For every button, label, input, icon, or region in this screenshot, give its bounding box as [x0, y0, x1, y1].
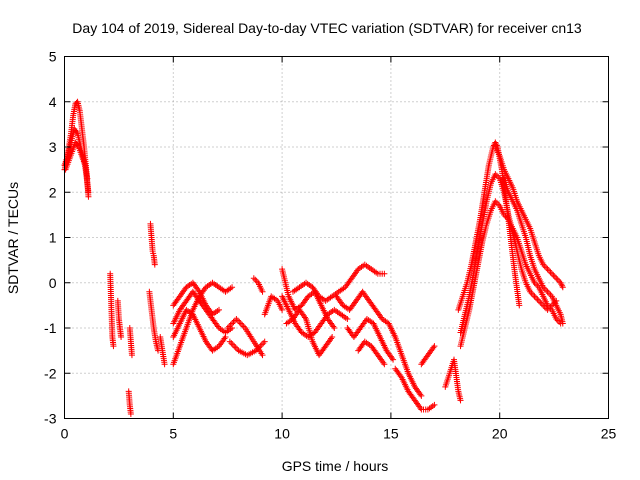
data-point [431, 343, 438, 350]
data-point [559, 284, 566, 291]
data-point [234, 317, 241, 324]
data-point [237, 320, 244, 327]
y-tick-label: -3 [44, 411, 57, 427]
data-point [390, 356, 397, 363]
x-tick-label: 0 [61, 426, 69, 442]
data-point [260, 340, 267, 347]
x-tick-label: 15 [383, 426, 399, 442]
data-point [118, 334, 125, 341]
data-point [259, 352, 266, 359]
data-point [554, 276, 561, 283]
data-point [250, 275, 257, 282]
data-point [548, 270, 555, 277]
data-point [532, 294, 539, 301]
data-point [534, 296, 541, 303]
data-point [331, 325, 338, 331]
y-tick-label: 1 [49, 230, 57, 246]
data-point [252, 276, 259, 283]
data-point [553, 275, 560, 282]
data-point [229, 320, 236, 327]
data-point [431, 401, 438, 408]
data-point [543, 264, 550, 271]
data-point [215, 306, 222, 313]
data-point [547, 269, 554, 276]
data-point [151, 261, 158, 268]
data-point [231, 343, 238, 350]
data-point [226, 338, 233, 345]
y-tick-label: 0 [49, 275, 57, 291]
data-point [230, 318, 237, 325]
data-points [61, 98, 566, 417]
data-point [329, 334, 336, 341]
data-point [546, 267, 553, 274]
axis-ticks [64, 56, 609, 419]
data-point [559, 282, 566, 289]
y-tick-label: 4 [49, 94, 57, 110]
data-point [544, 288, 551, 295]
y-tick-label: 5 [49, 49, 57, 65]
data-point [559, 320, 566, 327]
data-point [161, 361, 168, 368]
data-point [233, 315, 240, 322]
data-point [239, 321, 246, 328]
data-point [232, 344, 239, 351]
data-point [535, 297, 542, 304]
data-point [279, 306, 286, 313]
data-point [85, 189, 92, 196]
data-point [381, 270, 388, 277]
data-point [261, 338, 268, 345]
data-point [551, 273, 558, 280]
data-point [236, 318, 243, 325]
data-point [127, 410, 134, 417]
y-tick-label: 2 [49, 184, 57, 200]
data-point [128, 352, 135, 359]
x-tick-label: 5 [169, 426, 177, 442]
data-point [516, 302, 523, 309]
data-point [227, 321, 234, 328]
data-point [550, 272, 557, 279]
data-point [457, 397, 464, 404]
data-point [228, 340, 235, 347]
data-point [530, 291, 537, 298]
y-tick-label: 3 [49, 139, 57, 155]
data-point [259, 288, 266, 295]
x-tick-labels: 0 5 10 15 20 25 [61, 426, 617, 442]
y-tick-label: -1 [44, 320, 57, 336]
data-point [418, 392, 425, 399]
data-point [531, 293, 538, 300]
y-tick-labels: -3 -2 -1 0 1 2 3 4 5 [44, 49, 57, 427]
x-tick-label: 20 [492, 426, 508, 442]
x-axis-label: GPS time / hours [282, 458, 389, 474]
y-axis-label: SDTVAR / TECUs [5, 182, 21, 294]
data-point [229, 284, 236, 291]
y-tick-label: -2 [44, 365, 57, 381]
data-point [229, 341, 236, 348]
chart-title: Day 104 of 2019, Sidereal Day-to-day VTE… [72, 20, 582, 36]
x-tick-label: 25 [601, 426, 617, 442]
data-point [546, 290, 553, 297]
data-point [344, 315, 351, 322]
data-point [110, 343, 117, 350]
x-tick-label: 10 [274, 426, 290, 442]
data-point [381, 361, 388, 368]
data-point [544, 266, 551, 273]
